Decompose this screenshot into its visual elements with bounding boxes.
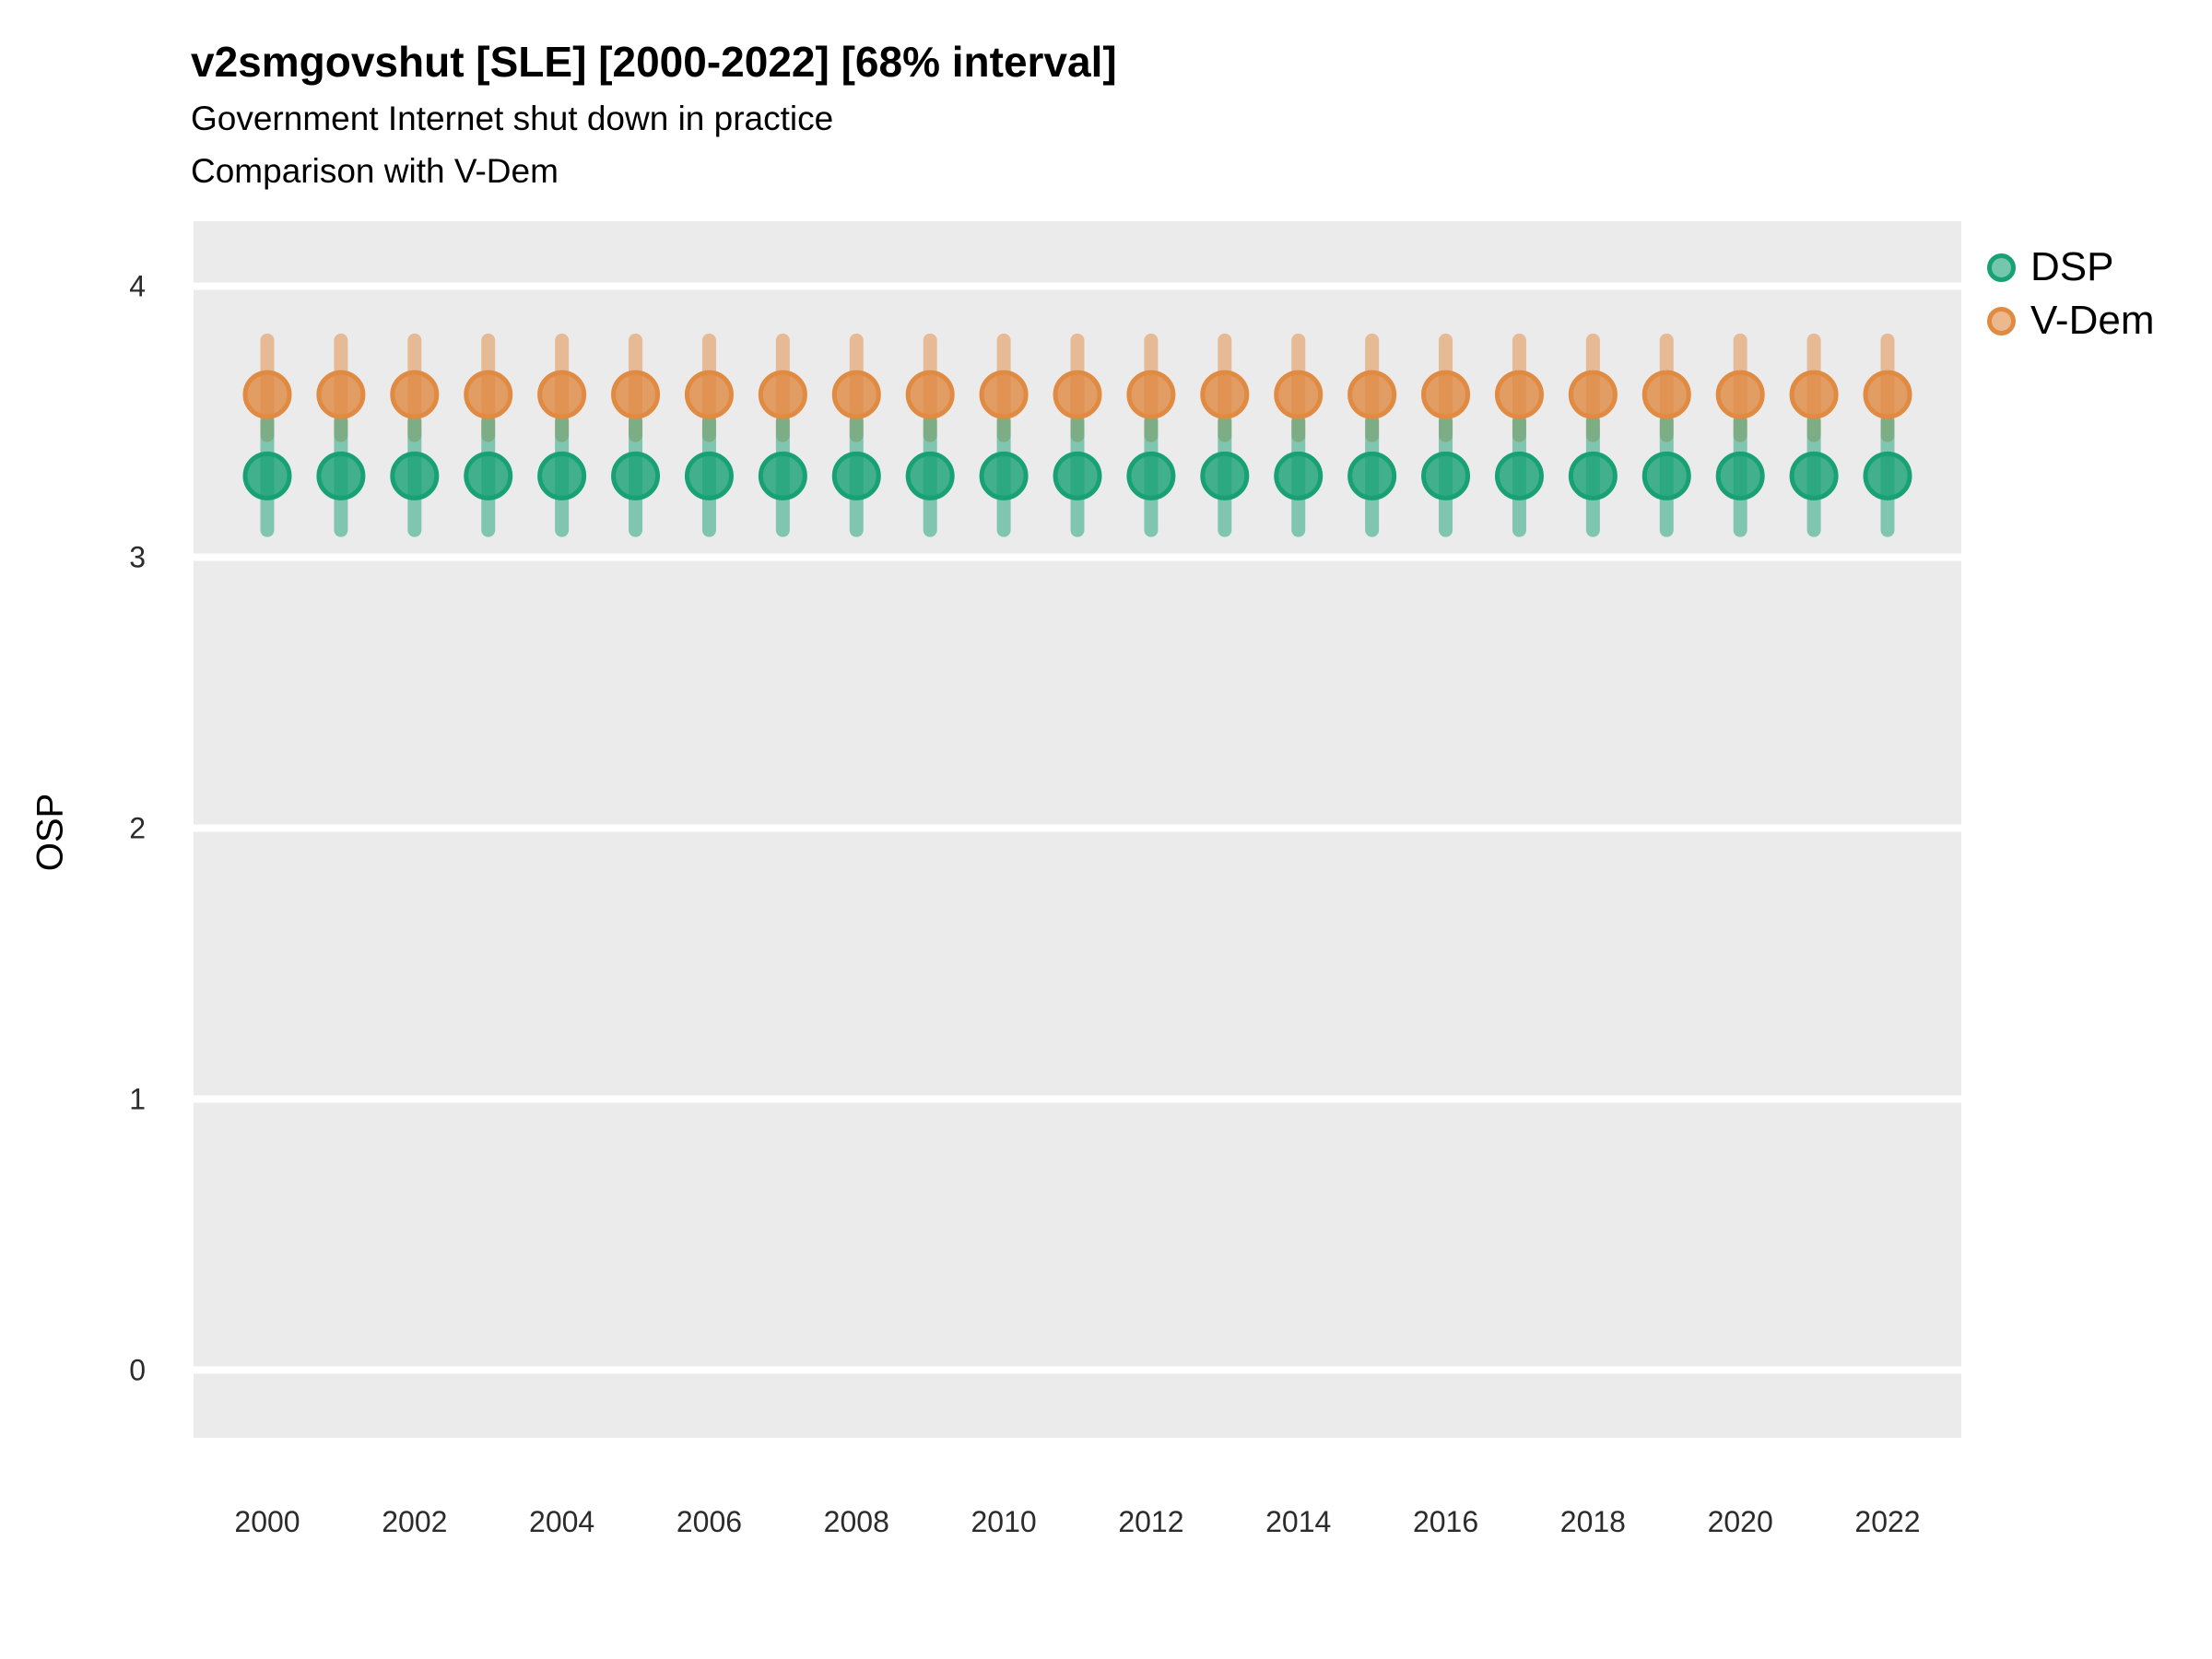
y-tick-label: 0 [129,1354,146,1387]
point-V-Dem-2016 [1421,370,1471,419]
point-V-Dem-2000 [242,370,292,419]
point-DSP-2008 [831,451,881,500]
legend-label-dsp: DSP [2030,244,2114,289]
point-DSP-2013 [1200,451,1250,500]
x-tick-label: 2004 [529,1505,594,1538]
y-tick-label: 3 [129,541,146,574]
y-tick-label: 4 [129,270,146,303]
x-tick-label: 2012 [1118,1505,1183,1538]
point-V-Dem-2014 [1274,370,1324,419]
point-DSP-2006 [684,451,734,500]
vdem-point-icon [1987,306,2016,335]
point-V-Dem-2007 [758,370,807,419]
y-tick-label: 2 [129,812,146,845]
point-V-Dem-2004 [537,370,587,419]
point-V-Dem-2018 [1568,370,1618,419]
dsp-point-icon [1987,253,2016,282]
point-DSP-2000 [242,451,292,500]
legend-item-dsp: DSP [1987,247,2154,288]
x-tick-label: 2014 [1265,1505,1331,1538]
chart-subtitle-comparison: Comparison with V-Dem [191,152,559,190]
point-DSP-2018 [1568,451,1618,500]
point-DSP-2002 [390,451,440,500]
gridline-y-4 [194,282,1961,290]
point-V-Dem-2013 [1200,370,1250,419]
point-V-Dem-2008 [831,370,881,419]
point-DSP-2022 [1863,451,1912,500]
chart-title: v2smgovshut [SLE] [2000-2022] [68% inter… [191,38,1117,86]
gridline-y-3 [194,553,1961,561]
x-tick-label: 2008 [824,1505,889,1538]
x-tick-label: 2006 [677,1505,742,1538]
point-DSP-2003 [464,451,513,500]
legend: DSP V-Dem [1987,247,2154,341]
gridline-y-1 [194,1095,1961,1103]
point-DSP-2015 [1347,451,1397,500]
point-DSP-2009 [905,451,955,500]
point-V-Dem-2010 [979,370,1029,419]
point-DSP-2010 [979,451,1029,500]
point-V-Dem-2022 [1863,370,1912,419]
point-V-Dem-2002 [390,370,440,419]
point-V-Dem-2006 [684,370,734,419]
point-DSP-2014 [1274,451,1324,500]
point-DSP-2020 [1715,451,1765,500]
point-DSP-2007 [758,451,807,500]
x-tick-label: 2000 [234,1505,300,1538]
point-DSP-2012 [1126,451,1176,500]
gridline-y-2 [194,824,1961,832]
point-DSP-2001 [316,451,366,500]
point-V-Dem-2009 [905,370,955,419]
point-V-Dem-2020 [1715,370,1765,419]
point-V-Dem-2005 [611,370,661,419]
x-tick-label: 2020 [1708,1505,1773,1538]
x-tick-label: 2010 [971,1505,1036,1538]
x-tick-label: 2022 [1854,1505,1920,1538]
point-V-Dem-2019 [1641,370,1691,419]
point-DSP-2011 [1053,451,1102,500]
point-DSP-2017 [1494,451,1544,500]
point-V-Dem-2012 [1126,370,1176,419]
point-DSP-2021 [1789,451,1839,500]
x-tick-label: 2002 [382,1505,447,1538]
point-DSP-2019 [1641,451,1691,500]
point-V-Dem-2001 [316,370,366,419]
point-V-Dem-2021 [1789,370,1839,419]
point-DSP-2016 [1421,451,1471,500]
point-V-Dem-2011 [1053,370,1102,419]
x-tick-label: 2018 [1560,1505,1626,1538]
point-V-Dem-2017 [1494,370,1544,419]
x-tick-label: 2016 [1413,1505,1478,1538]
point-V-Dem-2003 [464,370,513,419]
point-V-Dem-2015 [1347,370,1397,419]
y-tick-label: 1 [129,1083,146,1116]
legend-item-vdem: V-Dem [1987,300,2154,341]
chart-subtitle: Government Internet shut down in practic… [191,100,834,137]
legend-label-vdem: V-Dem [2030,298,2155,343]
gridline-y-0 [194,1366,1961,1374]
point-DSP-2005 [611,451,661,500]
point-DSP-2004 [537,451,587,500]
